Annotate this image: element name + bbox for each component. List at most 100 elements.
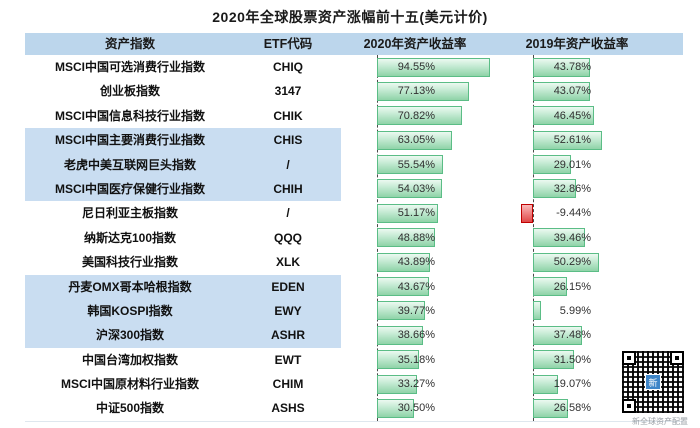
table-row: 创业板指数 3147 77.13% 43.07% [25,79,683,103]
value-2020: 43.67% [397,280,435,293]
data-bar-2019 [520,203,533,223]
value-2020: 63.05% [397,134,435,147]
asset-index-name: 中国台湾加权指数 [81,352,178,367]
data-bar-2020 [377,106,462,126]
table-row: MSCI中国原材料行业指数 CHIM 33.27% 19.07% [25,372,683,396]
asset-index-name: 尼日利亚主板指数 [81,206,178,221]
row-band [25,128,341,153]
data-bar-2019 [533,252,599,272]
value-2019: 37.48% [553,329,591,342]
asset-index-name: MSCI中国原材料行业指数 [60,377,199,392]
value-2020: 33.27% [397,378,435,391]
value-2019: 39.46% [553,231,591,244]
etf-code: 3147 [274,84,302,99]
etf-code: CHIH [273,181,303,196]
qr-finder-icon [622,351,636,365]
value-2019: 52.61% [553,134,591,147]
etf-code: QQQ [273,230,302,245]
value-2019: 43.07% [553,85,591,98]
value-2019: 50.29% [553,256,591,269]
table-row: MSCI中国可选消费行业指数 CHIQ 94.55% 43.78% [25,55,683,79]
table-row: 纳斯达克100指数 QQQ 48.88% 39.46% [25,226,683,250]
data-bar-2019 [533,301,541,321]
col-header-2020-return: 2020年资产收益率 [363,37,467,51]
data-bar-2020 [377,179,442,199]
etf-code: ASHS [271,401,305,416]
etf-code: XLK [276,255,300,270]
row-band [25,298,341,324]
data-bar-2019 [533,228,585,248]
value-2020: 35.18% [397,353,435,366]
etf-code: CHIS [273,133,303,148]
value-2020: 70.82% [397,109,435,122]
data-bar-2020 [377,398,414,418]
value-2019: 32.86% [553,182,591,195]
value-2019: 5.99% [559,304,591,317]
qr-block: 新 新全球资产配置 [620,351,700,427]
etf-code: CHIK [273,108,303,123]
table-row: 美国科技行业指数 XLK 43.89% 50.29% [25,250,683,274]
value-2019: 31.50% [553,353,591,366]
data-bar-2019 [533,277,568,297]
row-band [25,176,341,202]
data-bar-2019 [533,374,558,394]
asset-index-name: 美国科技行业指数 [81,255,178,270]
table-row: 老虎中美互联网巨头指数 / 55.54% 29.01% [25,152,683,177]
asset-index-name: 丹麦OMX哥本哈根指数 [68,279,192,294]
data-bar-2020 [377,252,430,272]
row-band [25,152,341,177]
row-band [25,274,341,299]
data-bar-2020 [377,155,444,175]
etf-code: CHIM [272,377,304,392]
etf-code: / [286,206,290,221]
qr-caption: 新全球资产配置 [632,417,688,426]
data-bar-2019 [533,155,571,175]
data-bar-2020 [377,325,424,345]
asset-index-name: MSCI中国可选消费行业指数 [54,60,205,74]
data-bar-2019 [533,179,577,199]
value-2020: 39.77% [397,304,435,317]
value-2020: 48.88% [397,231,435,244]
data-bar-2019 [533,325,583,345]
data-bar-2020 [377,203,439,223]
table-row: MSCI中国主要消费行业指数 CHIS 63.05% 52.61% [25,128,683,153]
asset-index-name: MSCI中国信息科技行业指数 [54,108,205,123]
table-header-row: 资产指数 ETF代码 2020年资产收益率 2019年资产收益率 [25,33,683,55]
returns-table: 资产指数 ETF代码 2020年资产收益率 2019年资产收益率 MSCI中国可… [25,33,683,422]
data-bar-2020 [377,228,436,248]
value-2019: 19.07% [553,378,591,391]
value-2020: 77.13% [397,85,435,98]
data-bar-2019 [533,81,590,101]
value-2019: 29.01% [553,158,591,171]
etf-code: EDEN [271,279,305,294]
etf-code: EWT [274,352,302,367]
asset-index-name: MSCI中国主要消费行业指数 [54,133,205,148]
data-bar-2020 [377,57,490,77]
value-2020: 94.55% [397,61,435,73]
value-2019: 46.45% [553,109,591,122]
data-bar-2019 [533,130,602,150]
data-bar-2020 [377,301,425,321]
page-title: 2020年全球股票资产涨幅前十五(美元计价) [212,9,488,25]
value-2020: 51.17% [397,207,435,220]
table-row: 中证500指数 ASHS 30.50% 26.58% [25,396,683,420]
qr-code: 新 [622,351,684,413]
data-bar-2020 [377,374,417,394]
etf-code: CHIQ [273,60,303,74]
data-bar-2019 [533,398,568,418]
row-band [25,323,341,348]
col-header-asset-index: 资产指数 [104,37,155,51]
asset-index-name: 纳斯达克100指数 [83,230,177,245]
table-row: 中国台湾加权指数 EWT 35.18% 31.50% [25,348,683,372]
col-header-2019-return: 2019年资产收益率 [525,37,629,51]
table-row: 韩国KOSPI指数 EWY 39.77% 5.99% [25,298,683,324]
qr-finder-icon [622,399,636,413]
table-body: MSCI中国可选消费行业指数 CHIQ 94.55% 43.78% 创业板指数 … [25,55,683,421]
table-row: MSCI中国信息科技行业指数 CHIK 70.82% 46.45% [25,104,683,128]
table-row: 尼日利亚主板指数 / 51.17% -9.44% [25,201,683,225]
data-bar-2020 [377,277,430,297]
etf-code: EWY [274,303,302,318]
table-row: 沪深300指数 ASHR 38.66% 37.48% [25,323,683,348]
value-2019: 26.58% [553,402,591,415]
